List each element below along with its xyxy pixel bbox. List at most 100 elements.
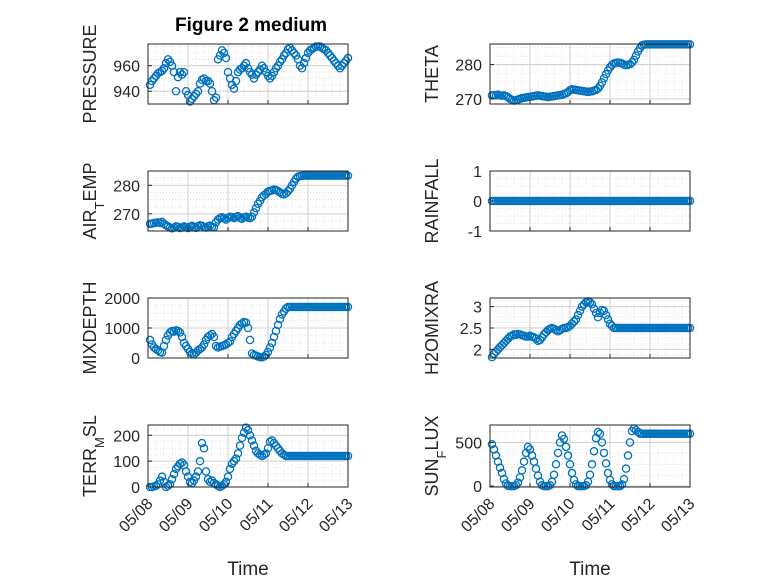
data-point	[169, 469, 179, 479]
data-point	[175, 459, 185, 468]
data-point	[185, 97, 195, 106]
data-point	[169, 67, 179, 77]
data-point	[191, 472, 201, 481]
data-point	[247, 436, 257, 445]
data-point	[151, 481, 161, 490]
data-point	[231, 76, 241, 86]
data-point	[519, 457, 529, 466]
data-point	[275, 314, 285, 324]
data-point	[587, 460, 597, 469]
data-point	[231, 454, 241, 463]
data-point	[273, 443, 283, 453]
data-point	[607, 480, 617, 489]
data-point	[177, 458, 187, 467]
data-point	[535, 335, 545, 345]
data-point	[225, 337, 235, 346]
data-point	[233, 449, 243, 458]
data-point	[205, 331, 215, 340]
y-tick-label: 200	[113, 428, 140, 445]
data-point	[593, 313, 603, 322]
data-point	[157, 66, 167, 76]
data-point	[589, 304, 599, 313]
y-tick-label: 0	[473, 479, 482, 496]
data-point	[171, 86, 181, 96]
figure-title: Figure 2 medium	[175, 15, 327, 36]
data-point	[249, 441, 259, 450]
y-tick-label: 0	[473, 194, 482, 211]
data-point	[241, 318, 251, 327]
y-axis-label: AIRTEMP	[80, 163, 107, 240]
data-point	[271, 441, 281, 450]
data-point	[553, 448, 563, 458]
data-point	[245, 431, 255, 440]
subplot-theta: 270 280 THETA	[422, 40, 695, 109]
data-point	[599, 448, 609, 458]
data-point	[323, 48, 333, 58]
x-axis-label: Time	[569, 559, 611, 580]
data-point	[163, 481, 173, 490]
data-point	[617, 480, 627, 489]
data-point	[265, 437, 275, 447]
data-point	[253, 67, 263, 77]
data-point	[301, 53, 311, 63]
data-point	[223, 472, 233, 481]
data-point	[513, 478, 523, 487]
data-point	[161, 335, 171, 345]
data-point	[573, 310, 583, 320]
data-point	[193, 467, 203, 476]
data-point	[207, 86, 217, 96]
data-point	[595, 429, 605, 438]
axes-frame	[489, 43, 691, 105]
data-point	[175, 67, 185, 77]
axes-frame	[147, 43, 349, 105]
y-tick-label: 2	[473, 342, 482, 359]
data-point	[149, 74, 159, 83]
data-point	[251, 70, 261, 79]
data-point	[587, 300, 597, 309]
data-point	[299, 58, 309, 68]
data-point	[271, 64, 281, 73]
data-point	[189, 92, 199, 101]
data-point	[283, 187, 293, 196]
data-point	[621, 464, 631, 473]
data-point	[531, 334, 541, 343]
data-point	[237, 64, 247, 73]
data-point	[569, 475, 579, 485]
data-point	[261, 449, 271, 458]
data-point	[265, 343, 275, 352]
data-point	[175, 328, 185, 337]
data-point	[543, 325, 553, 335]
data-point	[569, 317, 579, 326]
data-point	[585, 298, 595, 307]
data-point	[335, 64, 345, 73]
data-point	[275, 188, 285, 197]
data-point	[197, 438, 207, 448]
data-point	[599, 306, 609, 316]
data-point	[269, 438, 279, 448]
data-point	[199, 340, 209, 349]
data-point	[551, 460, 561, 469]
data-point	[487, 439, 497, 449]
data-point	[203, 474, 213, 484]
data-point	[225, 464, 235, 474]
data-point	[229, 84, 239, 93]
data-point	[571, 315, 581, 324]
data-point	[275, 57, 285, 67]
data-point	[281, 304, 291, 313]
data-point	[287, 46, 297, 55]
data-point	[507, 331, 517, 340]
data-point	[597, 438, 607, 447]
data-point	[279, 51, 289, 60]
data-point	[619, 474, 629, 484]
data-point	[575, 306, 585, 316]
data-point	[259, 450, 269, 459]
data-point	[153, 346, 163, 355]
y-tick-label: 500	[455, 435, 482, 452]
data-point	[289, 48, 299, 58]
axes-frame	[147, 424, 349, 488]
data-point	[251, 203, 261, 213]
data-point	[187, 94, 197, 104]
data-point	[171, 464, 181, 474]
